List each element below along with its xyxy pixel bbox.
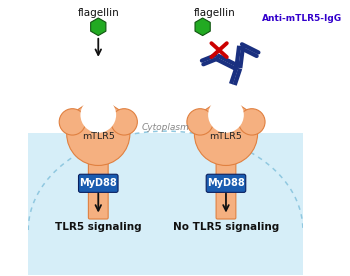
Circle shape: [59, 109, 85, 135]
Text: flagellin: flagellin: [77, 7, 119, 18]
Text: mTLR5: mTLR5: [82, 132, 115, 141]
FancyBboxPatch shape: [89, 134, 108, 219]
Circle shape: [194, 102, 258, 165]
Circle shape: [187, 109, 213, 135]
FancyBboxPatch shape: [206, 174, 246, 192]
FancyBboxPatch shape: [216, 134, 236, 219]
Text: TLR5 signaling: TLR5 signaling: [55, 222, 142, 232]
Text: mTLR5: mTLR5: [210, 132, 243, 141]
Circle shape: [239, 109, 265, 135]
Text: MyD88: MyD88: [79, 178, 117, 188]
Text: flagellin: flagellin: [194, 7, 236, 18]
Circle shape: [208, 97, 244, 133]
Circle shape: [67, 102, 130, 165]
Text: No TLR5 signaling: No TLR5 signaling: [173, 222, 279, 232]
Text: Anti-mTLR5-IgG: Anti-mTLR5-IgG: [262, 14, 342, 23]
Bar: [14, 132, 317, 275]
Circle shape: [111, 109, 137, 135]
Text: Cytoplasm: Cytoplasm: [142, 123, 189, 132]
Polygon shape: [195, 18, 210, 36]
FancyBboxPatch shape: [78, 174, 118, 192]
Text: MyD88: MyD88: [207, 178, 245, 188]
Polygon shape: [91, 18, 106, 36]
Circle shape: [80, 97, 116, 133]
